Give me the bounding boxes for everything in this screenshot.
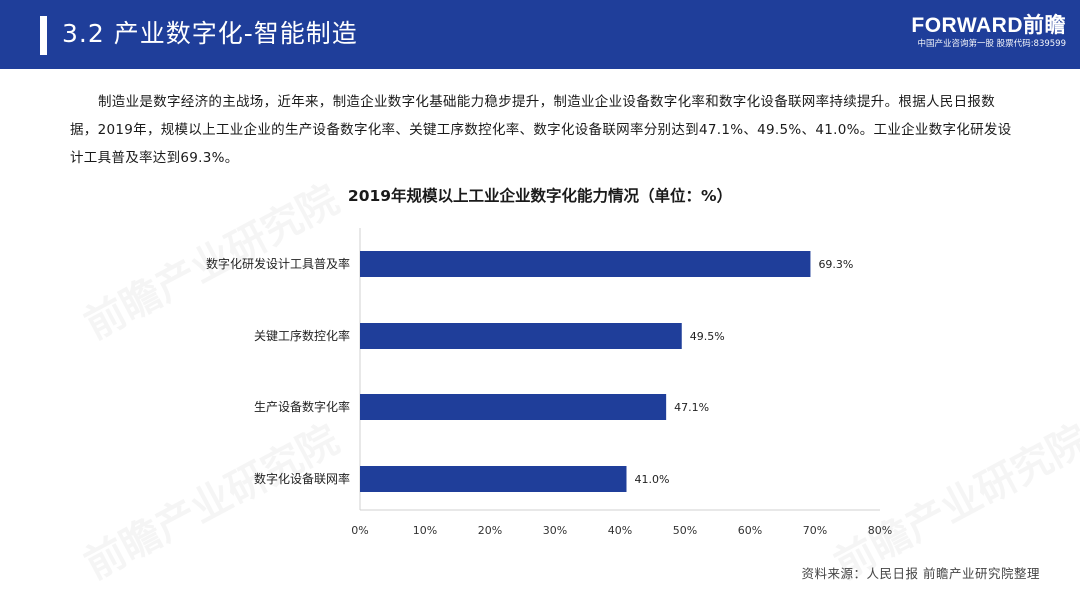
header-accent-bar [40, 16, 47, 55]
x-tick-label: 50% [673, 524, 697, 537]
bar [360, 394, 667, 420]
brand-subtitle: 中国产业咨询第一股 股票代码:839599 [917, 39, 1066, 49]
category-label: 数字化研发设计工具普及率 [206, 256, 350, 271]
page-title: 3.2 产业数字化-智能制造 [62, 19, 358, 48]
category-label: 关键工序数控化率 [254, 328, 350, 343]
x-tick-label: 10% [413, 524, 437, 537]
x-tick-label: 30% [543, 524, 567, 537]
data-label: 47.1% [674, 401, 709, 414]
x-tick-label: 40% [608, 524, 632, 537]
brand-name: FORWARD前瞻 [911, 14, 1066, 37]
data-label: 69.3% [818, 258, 853, 271]
chart-title: 2019年规模以上工业企业数字化能力情况（单位：%） [347, 187, 733, 205]
bar [360, 251, 811, 277]
x-tick-label: 80% [868, 524, 892, 537]
intro-paragraph: 制造业是数字经济的主战场，近年来，制造企业数字化基础能力稳步提升，制造业企业设备… [70, 94, 1012, 166]
x-tick-label: 70% [803, 524, 827, 537]
x-tick-label: 60% [738, 524, 762, 537]
category-label: 数字化设备联网率 [254, 471, 350, 486]
x-tick-label: 0% [351, 524, 368, 537]
data-label: 49.5% [690, 330, 725, 343]
brand-logo: FORWARD前瞻 中国产业咨询第一股 股票代码:839599 [866, 14, 1066, 50]
bar [360, 323, 682, 349]
header-banner: 3.2 产业数字化-智能制造 FORWARD前瞻 中国产业咨询第一股 股票代码:… [0, 0, 1080, 69]
x-tick-label: 20% [478, 524, 502, 537]
data-label: 41.0% [635, 473, 670, 486]
bar [360, 466, 627, 492]
source-note: 资料来源：人民日报 前瞻产业研究院整理 [801, 566, 1040, 581]
category-label: 生产设备数字化率 [254, 399, 350, 414]
